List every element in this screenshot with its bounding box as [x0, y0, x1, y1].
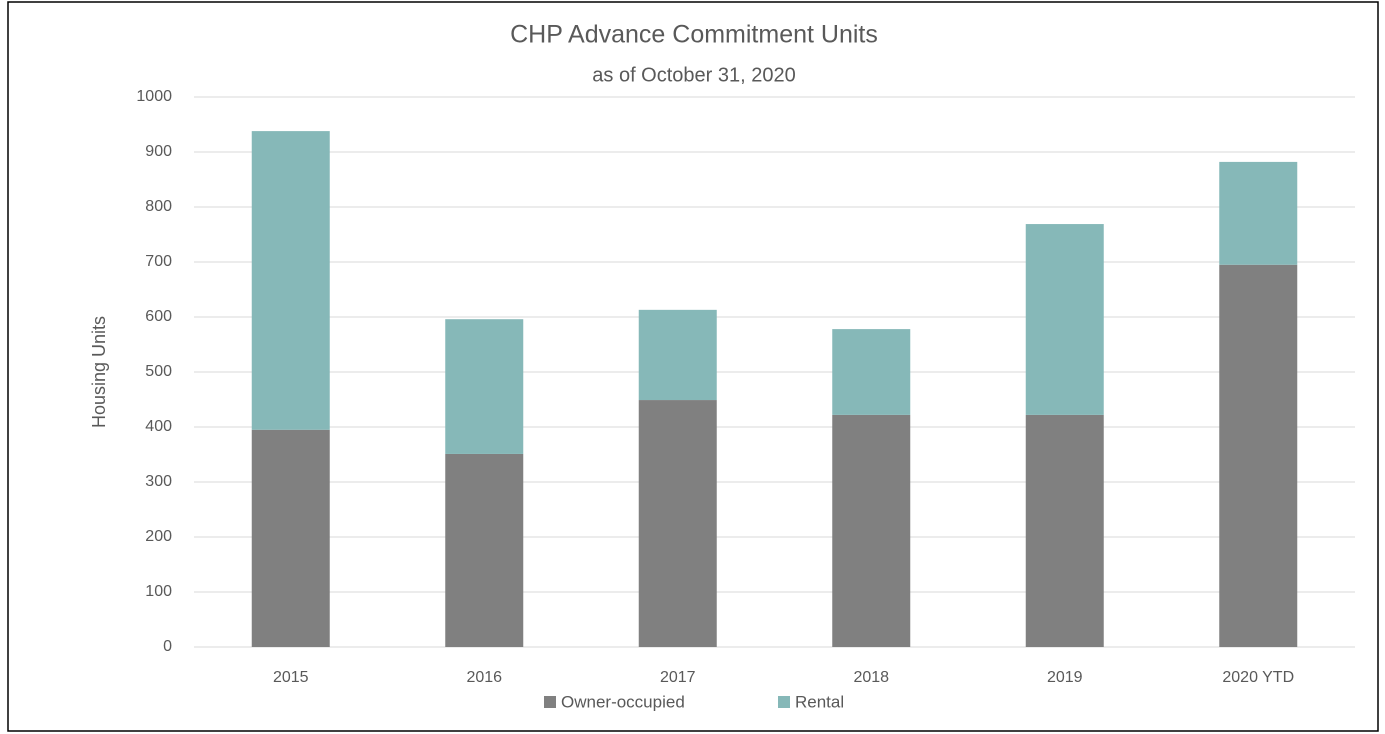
y-tick-label: 900	[145, 143, 172, 160]
bar	[1025, 224, 1104, 415]
legend-label: Owner-occupied	[561, 692, 685, 711]
legend-swatch	[778, 696, 790, 708]
bar	[251, 131, 330, 430]
bar	[638, 309, 717, 401]
legend-label: Rental	[795, 692, 844, 711]
y-tick-label: 100	[145, 583, 172, 600]
chart-subtitle: as of October 31, 2020	[592, 64, 795, 86]
bar	[638, 400, 717, 647]
x-tick-label: 2019	[1047, 669, 1083, 686]
legend-swatch	[544, 696, 556, 708]
bar	[445, 319, 524, 454]
y-tick-label: 600	[145, 308, 172, 325]
bar	[251, 429, 330, 647]
y-axis-label: Housing Units	[89, 316, 109, 428]
x-tick-label: 2017	[660, 669, 696, 686]
y-tick-label: 200	[145, 528, 172, 545]
x-tick-label: 2015	[273, 669, 309, 686]
x-tick-label: 2020 YTD	[1222, 669, 1294, 686]
x-tick-label: 2016	[466, 669, 502, 686]
bar	[832, 414, 911, 647]
bar	[1025, 414, 1104, 647]
y-tick-label: 1000	[136, 88, 172, 105]
y-tick-label: 700	[145, 253, 172, 270]
y-tick-label: 500	[145, 363, 172, 380]
x-tick-label: 2018	[853, 669, 889, 686]
bar	[832, 329, 911, 415]
bar	[1219, 264, 1298, 647]
y-tick-label: 800	[145, 198, 172, 215]
y-tick-label: 0	[163, 638, 172, 655]
chart-title: CHP Advance Commitment Units	[510, 21, 878, 49]
y-tick-label: 300	[145, 473, 172, 490]
y-tick-label: 400	[145, 418, 172, 435]
bar	[445, 453, 524, 647]
bar	[1219, 161, 1298, 265]
